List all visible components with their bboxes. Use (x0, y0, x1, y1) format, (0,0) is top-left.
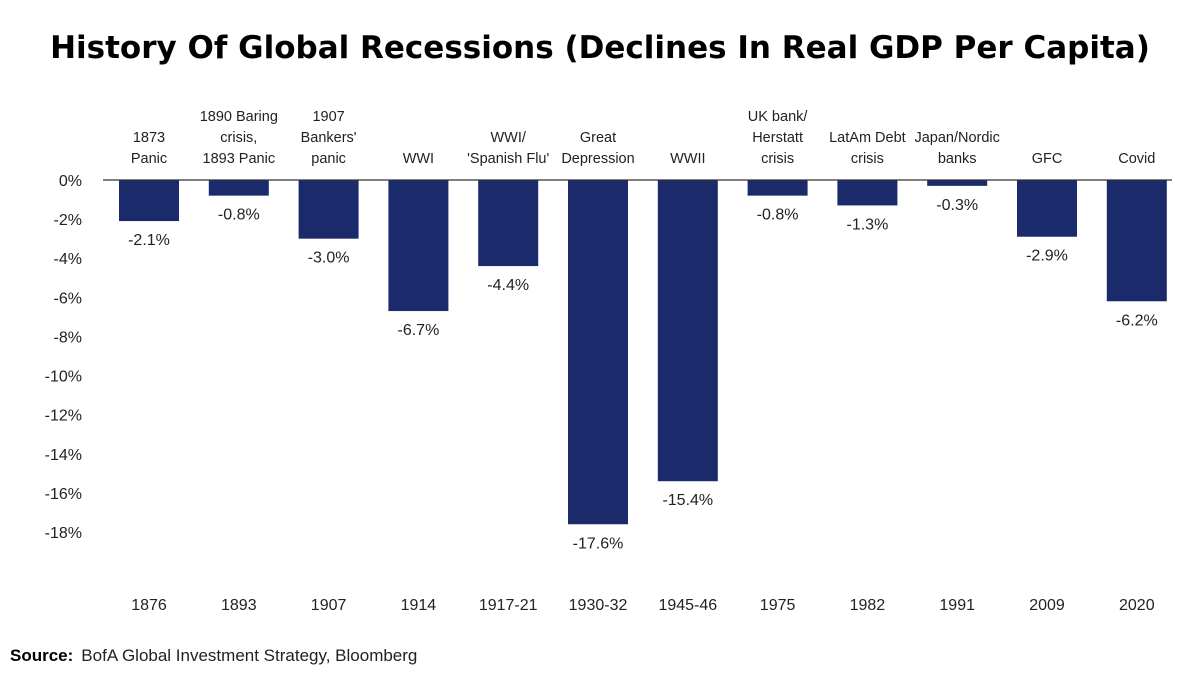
value-label: -6.2% (1116, 312, 1158, 329)
y-tick-label: -4% (54, 251, 82, 268)
value-label: -0.8% (757, 207, 799, 224)
year-label: 1907 (311, 597, 347, 614)
value-label: -1.3% (847, 216, 889, 233)
bar (837, 180, 898, 206)
y-tick-label: -12% (45, 408, 82, 425)
category-label: Bankers' (301, 130, 357, 146)
category-label: Covid (1118, 151, 1155, 167)
source-line: Source: BofA Global Investment Strategy, … (10, 646, 417, 665)
year-label: 1930-32 (569, 597, 628, 614)
value-label: -3.0% (308, 250, 350, 267)
year-label: 2009 (1029, 597, 1065, 614)
category-label: Herstatt (752, 130, 803, 146)
bar (119, 180, 179, 222)
year-label: 1945-46 (658, 597, 717, 614)
bar (747, 180, 808, 196)
bar (1106, 180, 1167, 302)
y-tick-label: -6% (54, 290, 82, 307)
year-label: 2020 (1119, 597, 1155, 614)
year-label: 1975 (760, 597, 796, 614)
source-text: BofA Global Investment Strategy, Bloombe… (81, 646, 417, 665)
category-label: 1873 (133, 130, 165, 146)
bar (568, 180, 628, 525)
bar (208, 180, 269, 196)
value-label: -2.9% (1026, 248, 1068, 265)
y-tick-label: -2% (54, 212, 82, 229)
chart-title: History Of Global Recessions (Declines I… (50, 30, 1150, 66)
y-tick-label: -14% (45, 447, 82, 464)
category-label: LatAm Debt (829, 130, 906, 146)
category-label: WWI (403, 151, 434, 167)
bars: -2.1% -0.8% -3.0% -6.7% -4.4% -17.6% -15.4% -0.… (119, 180, 1167, 552)
category-label: 'Spanish Flu' (467, 151, 549, 167)
category-label: UK bank/ (748, 109, 809, 125)
y-tick-label: -8% (54, 329, 82, 346)
value-label: -0.3% (936, 197, 978, 214)
y-tick-label: -10% (45, 369, 82, 386)
category-label: WWI/ (490, 130, 526, 146)
year-labels: 1876 1893 1907 1914 1917-21 1930-32 1945-46 197… (131, 597, 1154, 614)
y-axis: 0% -2% -4% -6% -8% -10% -12% -14% -16% -18% (45, 173, 82, 542)
source-label: Source: (10, 646, 73, 665)
y-tick-label: -16% (45, 486, 82, 503)
year-label: 1893 (221, 597, 257, 614)
category-label: panic (311, 151, 346, 167)
value-label: -15.4% (662, 492, 713, 509)
y-tick-label: 0% (59, 173, 82, 190)
year-label: 1914 (401, 597, 437, 614)
bar (298, 180, 359, 239)
year-label: 1982 (850, 597, 886, 614)
category-label: WWII (670, 151, 705, 167)
value-label: -17.6% (573, 535, 624, 552)
category-label: Japan/Nordic (914, 130, 999, 146)
category-label: Great (580, 130, 616, 146)
bar (478, 180, 539, 267)
year-label: 1917-21 (479, 597, 538, 614)
category-label: banks (938, 151, 977, 167)
category-labels: 1873 Panic 1890 Baring crisis, 1893 Panic 190… (131, 109, 1155, 167)
year-label: 1991 (939, 597, 975, 614)
year-label: 1876 (131, 597, 167, 614)
value-label: -4.4% (487, 277, 529, 294)
category-label: crisis (761, 151, 794, 167)
bar (1017, 180, 1077, 237)
value-label: -2.1% (128, 232, 170, 249)
bar (388, 180, 449, 312)
category-label: crisis, (220, 130, 257, 146)
category-label: 1907 (312, 109, 344, 125)
category-label: crisis (851, 151, 884, 167)
y-tick-label: -18% (45, 525, 82, 542)
category-label: GFC (1032, 151, 1063, 167)
bar (657, 180, 718, 482)
bar (927, 180, 988, 186)
category-label: 1890 Baring (200, 109, 278, 125)
value-label: -0.8% (218, 207, 260, 224)
category-label: Panic (131, 151, 167, 167)
value-label: -6.7% (398, 322, 440, 339)
category-label: 1893 Panic (203, 151, 276, 167)
category-label: Depression (561, 151, 634, 167)
